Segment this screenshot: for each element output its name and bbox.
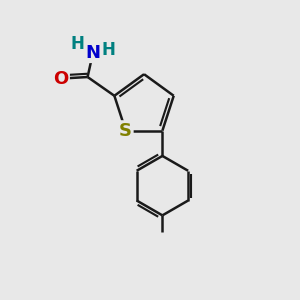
Text: H: H xyxy=(101,41,115,59)
Text: S: S xyxy=(119,122,132,140)
Text: N: N xyxy=(85,44,100,62)
Text: H: H xyxy=(70,35,84,53)
Text: O: O xyxy=(53,70,68,88)
